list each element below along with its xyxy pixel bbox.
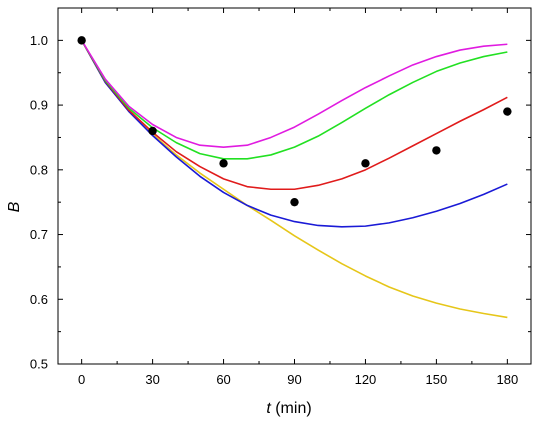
x-axis-label-variable: t: [266, 400, 271, 417]
plot-border: [57, 7, 532, 365]
y-tick-label: 0.8: [30, 162, 48, 177]
y-tick-label: 0.9: [30, 98, 48, 113]
series-line: [80, 39, 508, 191]
data-point: [432, 146, 441, 155]
x-tick-label: 180: [496, 372, 518, 387]
x-tick-label: 0: [78, 372, 85, 387]
data-point: [219, 159, 228, 168]
y-axis-label: B: [6, 201, 23, 212]
data-points: [77, 36, 512, 207]
data-point: [290, 197, 299, 207]
x-tick-label: 90: [287, 372, 301, 387]
x-tick-label: 30: [145, 372, 159, 387]
y-tick-label: 0.5: [30, 357, 48, 372]
series-lines: [80, 39, 508, 319]
plot-frame: [57, 7, 532, 365]
data-point: [77, 36, 86, 45]
data-point: [503, 107, 512, 116]
x-tick-label: 120: [355, 372, 377, 387]
x-tick-label: 150: [426, 372, 448, 387]
y-tick-label: 0.7: [30, 227, 48, 242]
x-tick-label: 60: [216, 372, 230, 387]
x-axis-label-unit: (min): [271, 400, 312, 417]
y-axis-ticks: 0.5 0.6 0.7 0.8 0.9 1.0: [30, 7, 531, 372]
series-line: [80, 39, 508, 148]
series-line: [80, 39, 508, 228]
x-axis-label: t (min): [266, 400, 311, 417]
data-point: [361, 159, 370, 168]
x-axis-ticks: 0 30 60 90 120 150 180: [78, 8, 518, 387]
series-line: [80, 39, 508, 160]
series-line: [80, 39, 508, 319]
y-tick-label: 0.6: [30, 292, 48, 307]
data-point: [148, 126, 157, 136]
y-tick-label: 1.0: [30, 33, 48, 48]
